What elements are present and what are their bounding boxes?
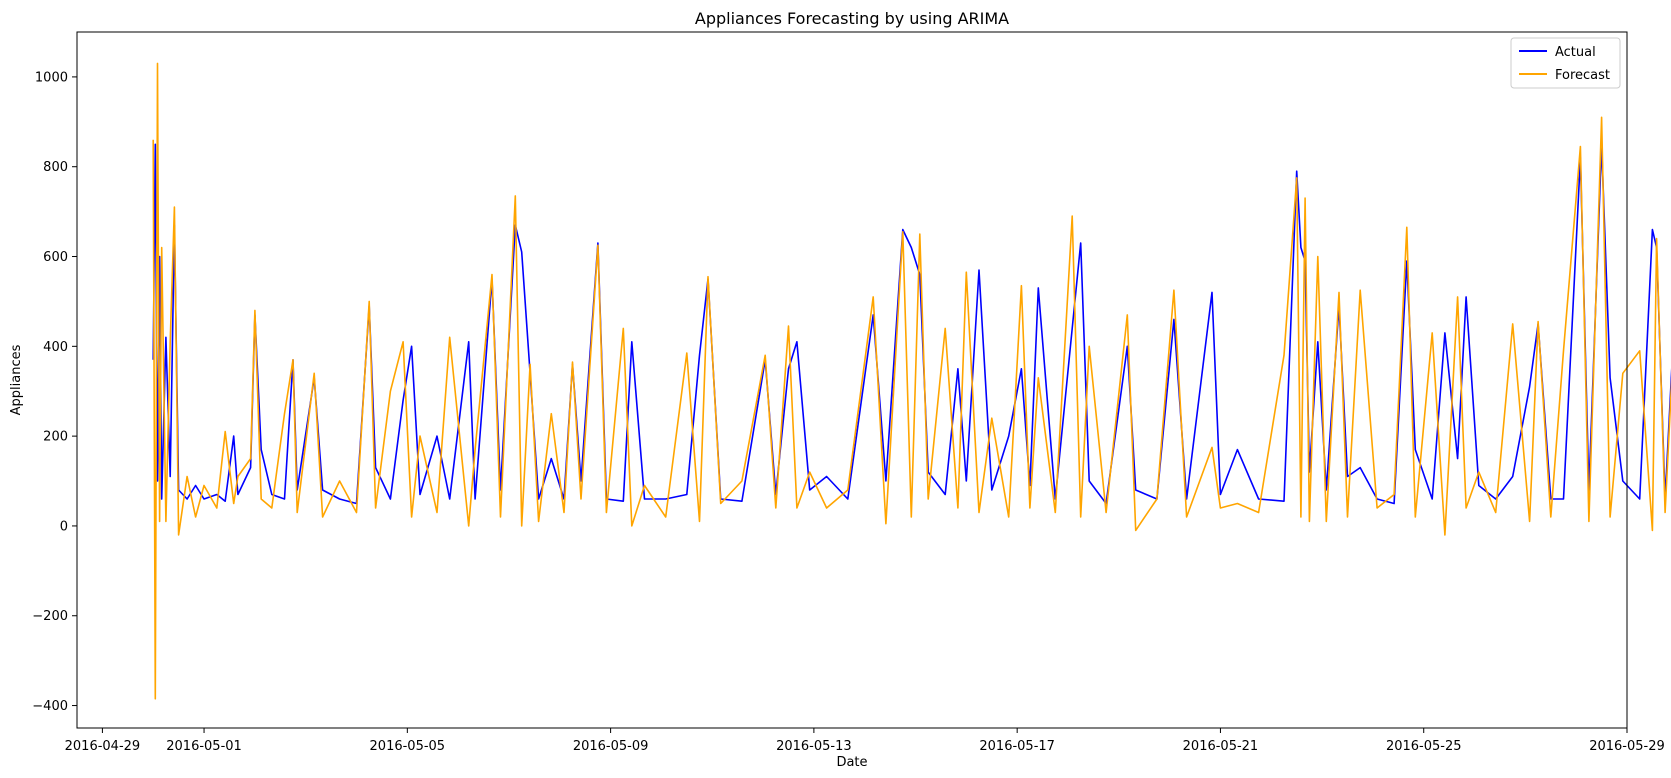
- y-tick-label: 0: [60, 519, 68, 534]
- x-tick-label: 2016-05-29: [1589, 739, 1665, 754]
- y-tick-label: −400: [32, 699, 68, 714]
- x-tick-label: 2016-04-29: [65, 739, 141, 754]
- x-tick-label: 2016-05-21: [1183, 739, 1259, 754]
- x-tick-label: 2016-05-13: [776, 739, 852, 754]
- y-tick-label: 800: [43, 160, 68, 175]
- y-tick-label: 600: [43, 250, 68, 265]
- series-line-forecast: [152, 62, 1671, 700]
- x-tick-label: 2016-05-17: [979, 739, 1055, 754]
- chart-title: Appliances Forecasting by using ARIMA: [695, 9, 1009, 28]
- x-tick-label: 2016-05-25: [1386, 739, 1462, 754]
- y-axis-label: Appliances: [9, 344, 24, 415]
- y-tick-label: −200: [32, 609, 68, 624]
- x-axis-label: Date: [836, 755, 867, 770]
- x-tick-label: 2016-05-01: [166, 739, 242, 754]
- plot-frame: [76, 31, 1628, 729]
- y-tick-label: 200: [43, 430, 68, 445]
- x-tick-label: 2016-05-05: [370, 739, 446, 754]
- x-tick-label: 2016-05-09: [573, 739, 649, 754]
- legend-label-actual: Actual: [1555, 45, 1596, 60]
- plot-series-group: [152, 62, 1671, 700]
- legend: Actual Forecast: [1510, 37, 1621, 89]
- y-tick-label: 1000: [35, 70, 68, 85]
- y-tick-label: 400: [43, 340, 68, 355]
- y-axis: −400 −200 0 200 400 600 800 1000: [32, 70, 77, 714]
- legend-label-forecast: Forecast: [1555, 68, 1610, 83]
- x-axis: 2016-04-29 2016-05-01 2016-05-05 2016-05-09…: [65, 728, 1665, 754]
